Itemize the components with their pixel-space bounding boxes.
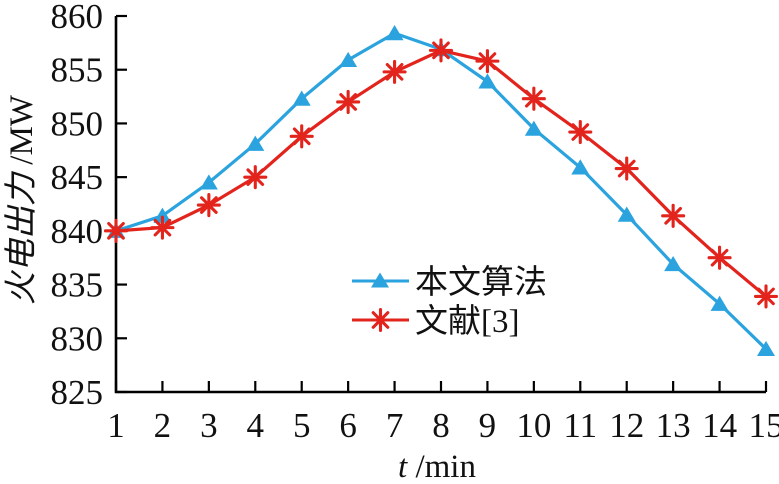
y-tick-label: 850	[51, 104, 104, 143]
series-0-triangle-marker	[617, 206, 636, 222]
series-0-triangle-marker	[478, 73, 497, 89]
series-1-asterisk-marker	[521, 86, 546, 111]
series-1-asterisk-marker	[661, 203, 686, 228]
y-tick-label: 835	[51, 266, 104, 305]
y-axis-title-unit: /MW	[4, 94, 40, 165]
x-tick-label: 12	[609, 406, 644, 445]
x-tick-label: 1	[107, 406, 125, 445]
x-tick-label: 2	[154, 406, 172, 445]
series-1-asterisk-marker	[103, 218, 129, 243]
x-tick-label: 9	[479, 406, 497, 445]
x-tick-label: 5	[293, 406, 311, 445]
x-tick-label: 11	[563, 406, 597, 445]
series-0-triangle-marker	[664, 255, 683, 272]
y-tick-label: 840	[51, 212, 104, 251]
series-1-asterisk-marker	[614, 156, 639, 181]
y-axis-title-main: 火电出力	[4, 170, 40, 305]
series-1-asterisk-marker	[243, 165, 268, 190]
series-0-triangle-marker	[199, 174, 218, 190]
legend-label-series-1: 文献[3]	[415, 303, 519, 340]
y-axis-title: 火电出力 /MW	[4, 94, 40, 305]
series-1-asterisk-marker	[568, 119, 593, 145]
series-0-triangle-marker	[571, 159, 590, 175]
series-0-triangle-marker	[292, 90, 311, 106]
series-0-triangle-marker	[710, 295, 729, 311]
series-1-asterisk-marker	[289, 124, 314, 149]
x-tick-label: 14	[702, 406, 737, 445]
x-tick-label: 10	[516, 406, 551, 445]
x-tick-label: 13	[656, 406, 691, 445]
y-tick-label: 845	[51, 158, 104, 197]
series-0-triangle-marker	[524, 120, 543, 136]
y-tick-label: 860	[51, 0, 104, 36]
legend-asterisk-marker-icon	[368, 307, 393, 333]
series-1-asterisk-marker	[475, 49, 500, 74]
y-tick-label: 855	[51, 51, 104, 90]
series-1-asterisk-marker	[382, 59, 407, 84]
x-tick-label: 3	[200, 406, 218, 445]
series-0-triangle-marker	[246, 135, 265, 151]
series-1-asterisk-marker	[753, 284, 779, 309]
x-axis-title: t /min	[398, 449, 476, 484]
series-1-asterisk-marker	[150, 215, 175, 240]
x-tick-label: 8	[432, 406, 450, 445]
y-tick-label: 830	[51, 319, 104, 358]
series-1-asterisk-marker	[707, 245, 732, 270]
legend-label-series-0: 本文算法	[415, 264, 547, 301]
series-0-triangle-marker	[385, 24, 404, 41]
x-tick-label: 6	[339, 406, 357, 445]
series-0-triangle-marker	[339, 51, 358, 68]
series-1-asterisk-marker	[196, 193, 221, 218]
series-1-asterisk-marker	[336, 89, 361, 114]
x-tick-label: 7	[386, 406, 404, 445]
series-1-asterisk-marker	[428, 38, 454, 63]
series-0-line	[115, 31, 768, 351]
x-tick-label: 4	[247, 406, 265, 445]
legend-triangle-marker-icon	[371, 272, 389, 288]
x-axis-title-var: t	[398, 449, 408, 484]
x-axis-title-unit: /min	[415, 449, 476, 484]
y-tick-label: 825	[51, 373, 104, 412]
series-0-triangle-marker	[153, 207, 172, 223]
legend: 本文算法 文献[3]	[352, 264, 547, 340]
x-tick-label: 15	[749, 406, 779, 445]
series-0-triangle-marker	[757, 340, 775, 357]
